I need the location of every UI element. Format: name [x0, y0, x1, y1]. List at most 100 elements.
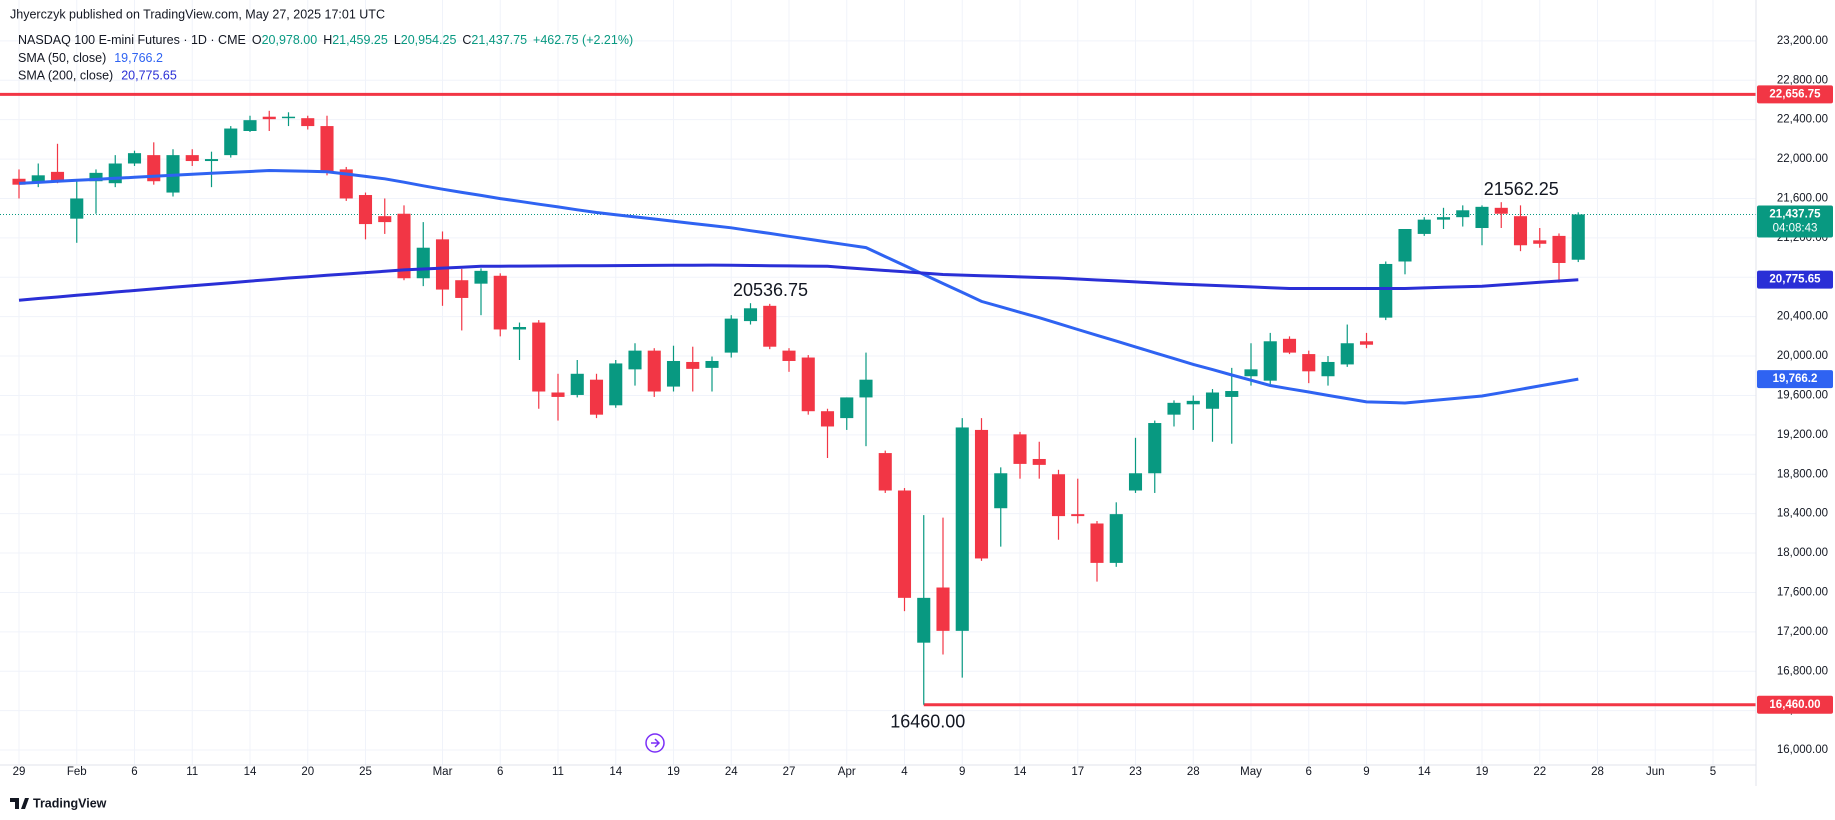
sma-name: SMA (50, close)	[18, 51, 106, 65]
replay-icon-arrow	[651, 738, 661, 748]
candle-body	[1244, 369, 1258, 377]
x-tick-label: 24	[725, 766, 738, 778]
candle-body	[1090, 523, 1104, 563]
sma-line	[18, 168, 1579, 405]
candle-body	[1263, 341, 1277, 381]
y-tick-label: 17,200.00	[1777, 626, 1828, 638]
candle-body	[532, 322, 546, 392]
x-tick-label: 14	[609, 766, 622, 778]
candle-body	[31, 175, 45, 184]
ohlc-key: H	[323, 33, 332, 47]
footer-brand: TradingView	[33, 796, 107, 810]
axes: 16,000.0016,400.0016,800.0017,200.0017,6…	[13, 35, 1833, 778]
candle-body	[224, 128, 238, 156]
candle-body	[955, 427, 969, 631]
replay-icon[interactable]	[645, 733, 665, 753]
y-tick-label: 22,000.00	[1777, 153, 1828, 165]
candle-body	[1359, 341, 1374, 345]
candle-body	[1571, 214, 1585, 260]
hline-price-tag-label: 22,656.75	[1769, 88, 1821, 100]
candle-body	[262, 116, 276, 120]
x-tick-label: 28	[1591, 766, 1604, 778]
symbol-legend: NASDAQ 100 E-mini Futures · 1D · CME O20,…	[18, 33, 633, 47]
candle-body	[435, 239, 450, 290]
x-tick-label: 14	[1014, 766, 1027, 778]
candle-body	[12, 178, 26, 185]
x-tick-label: 17	[1071, 766, 1084, 778]
annotation: 20536.75	[733, 280, 808, 300]
x-tick-label: 19	[1476, 766, 1489, 778]
candle-body	[724, 318, 738, 353]
candle-body	[1302, 354, 1316, 372]
candle-body	[1032, 458, 1046, 465]
candle-body	[1109, 514, 1123, 563]
candle-body	[378, 216, 392, 223]
change: +462.75 (+2.21%)	[533, 33, 633, 47]
candle-body	[1513, 216, 1528, 246]
candle-body	[474, 270, 488, 284]
candle-body	[1167, 402, 1181, 415]
ohlc-key: L	[394, 33, 401, 47]
candle-body	[397, 213, 411, 279]
plot: 21562.25 20536.75 16460.00	[0, 92, 1756, 731]
x-tick-label: 5	[1710, 766, 1716, 778]
ohlc-value: 21,459.25	[332, 33, 388, 47]
candle-body	[493, 275, 507, 330]
x-tick-label: 22	[1533, 766, 1546, 778]
candle-body	[743, 308, 758, 322]
candle-body	[243, 120, 257, 131]
header: Jhyerczyk published on TradingView.com, …	[10, 7, 633, 83]
grid	[0, 0, 1756, 765]
candle-body	[108, 163, 122, 184]
candle-body	[705, 360, 719, 368]
x-tick-label: 14	[244, 766, 257, 778]
y-tick-label: 20,400.00	[1777, 311, 1828, 323]
ohlc-value: 21,437.75	[471, 33, 527, 47]
sma-price-tag-label: 20,775.65	[1769, 274, 1821, 286]
candle-body	[570, 373, 584, 395]
candle-body	[1205, 392, 1220, 409]
x-tick-label: 6	[131, 766, 137, 778]
x-tick-label: 9	[1363, 766, 1369, 778]
y-tick-label: 19,600.00	[1777, 389, 1828, 401]
sma-legend: SMA (200, close) 20,775.65	[18, 69, 177, 83]
candle-body	[859, 379, 873, 398]
annotation: 16460.00	[890, 711, 965, 731]
candle-body	[70, 198, 84, 219]
candle-body	[647, 350, 661, 392]
candle-body	[763, 305, 777, 347]
sma-legend: SMA (50, close) 19,766.2	[18, 51, 163, 65]
x-tick-label: 4	[901, 766, 908, 778]
candle-body	[801, 357, 815, 412]
candle-body	[1417, 219, 1431, 234]
candle-body	[1379, 263, 1393, 318]
y-tick-label: 17,600.00	[1777, 586, 1828, 598]
candle-body	[1071, 514, 1085, 517]
x-tick-label: 11	[186, 766, 198, 778]
x-tick-label: 14	[1418, 766, 1431, 778]
candle-body	[301, 118, 315, 127]
y-tick-label: 22,400.00	[1777, 114, 1828, 126]
candle-body	[1225, 391, 1239, 397]
candle-body	[1282, 338, 1297, 353]
last-price-tag	[1757, 205, 1833, 238]
candle-body	[1321, 361, 1335, 377]
candle-body	[185, 155, 199, 162]
candle-body	[782, 350, 796, 361]
ohlc-value: 20,978.00	[262, 33, 318, 47]
candle-body	[840, 397, 854, 419]
candle-body	[1013, 434, 1027, 464]
sma-value: 20,775.65	[121, 69, 177, 83]
x-tick-label: May	[1240, 766, 1262, 778]
y-tick-label: 20,000.00	[1777, 350, 1828, 362]
x-tick-label: 28	[1187, 766, 1200, 778]
x-tick-label: 6	[1306, 766, 1312, 778]
x-tick-label: 19	[667, 766, 680, 778]
candle-body	[455, 280, 469, 298]
x-tick-label: 11	[552, 766, 564, 778]
candle-body	[204, 159, 219, 162]
x-tick-label: 20	[301, 766, 314, 778]
candle-body	[1340, 343, 1354, 365]
y-tick-label: 22,800.00	[1777, 74, 1828, 86]
y-tick-label: 18,000.00	[1777, 547, 1828, 559]
